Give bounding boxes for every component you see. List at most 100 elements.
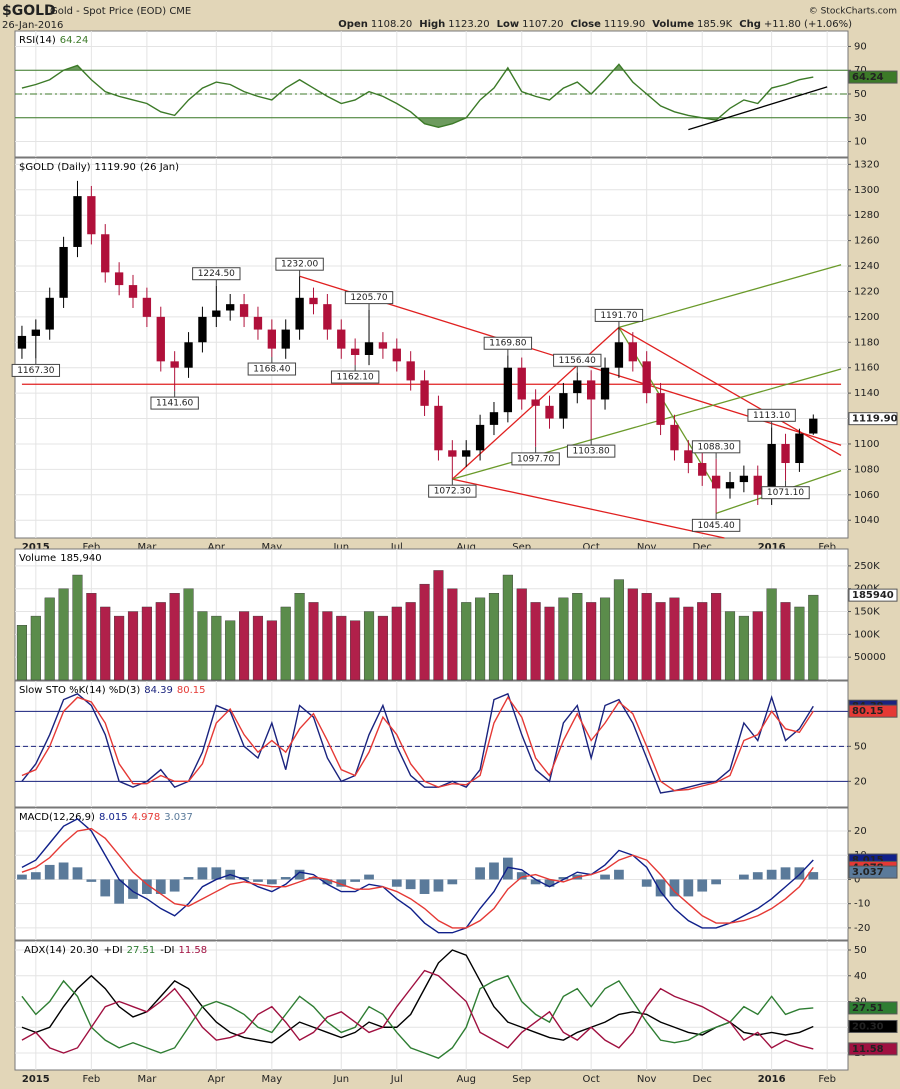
x-tick-label: Jul [390, 542, 403, 553]
candle-body [128, 285, 138, 298]
panel-title-part: -DI [160, 945, 174, 956]
trend-line [688, 86, 828, 131]
volume-bar [100, 606, 111, 681]
annotation-box [553, 353, 602, 367]
candle-body [420, 380, 429, 406]
histogram-bar [72, 867, 83, 880]
histogram-bar [44, 864, 55, 880]
histogram-bar [655, 879, 666, 897]
y-tick-label: 1240 [854, 261, 879, 272]
x-tick-label: Feb [82, 542, 100, 553]
y-tick-label: 1080 [854, 464, 879, 475]
volume-bar [475, 597, 486, 681]
panel-title-part: MACD(12,26,9) [19, 812, 95, 823]
candle-body [31, 329, 40, 336]
x-tick-label: Feb [818, 1074, 836, 1085]
last-value-box [848, 588, 898, 602]
candle-body [656, 393, 665, 425]
y-tick-label: 1060 [854, 490, 879, 501]
volume-bar [169, 593, 180, 681]
date: 26-Jan-2016 [2, 20, 63, 31]
histogram-bar [683, 879, 694, 897]
annotation-box [330, 370, 380, 384]
y-tick-label: 90 [854, 41, 867, 52]
panel-title-part: 8.015 [99, 812, 128, 823]
last-value-box [848, 412, 898, 426]
y-tick-label: 0 [854, 874, 860, 885]
volume-bar [572, 593, 583, 681]
x-tick-label: Sep [512, 1074, 531, 1085]
candle-body [795, 433, 804, 464]
y-tick-label: -10 [854, 899, 870, 910]
candle-body [156, 316, 165, 362]
candle-body [753, 475, 762, 495]
volume-bar [225, 620, 236, 681]
annotation-label: 1045.40 [697, 521, 734, 531]
volume-bar [30, 615, 41, 681]
quote-label: Open [338, 19, 368, 30]
panel-title: MACD(12,26,9) 8.015 4.978 3.037 [19, 812, 193, 823]
candle-body [267, 329, 277, 349]
y-tick-label: 250K [854, 561, 880, 572]
last-value-label: 3.037 [852, 867, 884, 878]
volume-bar [724, 611, 736, 681]
quote-value: 1107.20 [522, 19, 563, 30]
x-tick-label: Nov [637, 1074, 657, 1085]
candle-body [295, 297, 304, 330]
y-tick-label: 50 [854, 89, 867, 100]
panel-title-part: RSI(14) [19, 35, 56, 46]
panel-title-part: 3.037 [164, 812, 193, 823]
panel-title-part: +DI [104, 945, 123, 956]
annotation-box [428, 484, 477, 498]
candle-body [59, 246, 68, 298]
series-line [21, 974, 814, 1059]
y-tick-label: 1200 [854, 312, 879, 323]
last-value-label: 80.15 [852, 706, 884, 717]
histogram-bar [336, 879, 347, 887]
candle-body [767, 443, 776, 495]
last-value-box [848, 865, 898, 879]
annotation-box [150, 396, 199, 410]
histogram-bar [419, 879, 430, 894]
histogram-bar [197, 867, 208, 880]
volume-bar [114, 615, 125, 681]
volume-bar [738, 615, 749, 681]
panel-title-part: (26 Jan) [140, 162, 179, 173]
histogram-bar [808, 872, 819, 880]
y-tick-label: 20 [854, 826, 867, 837]
panel [14, 548, 849, 681]
annotation-box [691, 518, 741, 532]
volume-bar [752, 611, 763, 681]
histogram-bar [155, 879, 166, 894]
annotation-label: 1224.50 [198, 269, 235, 279]
candle-body [809, 418, 818, 434]
volume-bar [558, 597, 569, 681]
panel-title-part: 4.978 [132, 812, 161, 823]
volume-bar [433, 570, 444, 681]
histogram-bar [475, 867, 485, 880]
series-line [21, 818, 814, 934]
volume-bar [530, 602, 541, 681]
annotation-label: 1103.80 [573, 447, 610, 457]
annotation-label: 1232.00 [281, 260, 318, 270]
volume-bar [252, 615, 264, 681]
last-value-box [848, 1019, 898, 1033]
candle-body [489, 412, 499, 425]
annotation-box [761, 486, 810, 500]
candle-body [45, 297, 54, 330]
histogram-bar [100, 879, 111, 897]
quote-value: 1108.20 [371, 19, 412, 30]
candle-body [642, 361, 651, 394]
histogram-bar [266, 879, 277, 885]
annotation-label: 1141.60 [156, 399, 193, 409]
panel-title-part: Slow STO %K(14) %D(3) [19, 685, 140, 696]
annotation-label: 1097.70 [517, 454, 554, 464]
volume-bar [16, 625, 28, 681]
volume-bar [516, 588, 527, 681]
candle-body [725, 482, 735, 489]
histogram-bar [364, 874, 374, 880]
annotation-box [344, 291, 394, 305]
candle-body [226, 304, 235, 311]
quote-value: 185.9K [697, 19, 733, 30]
y-tick-label: 1220 [854, 286, 879, 297]
